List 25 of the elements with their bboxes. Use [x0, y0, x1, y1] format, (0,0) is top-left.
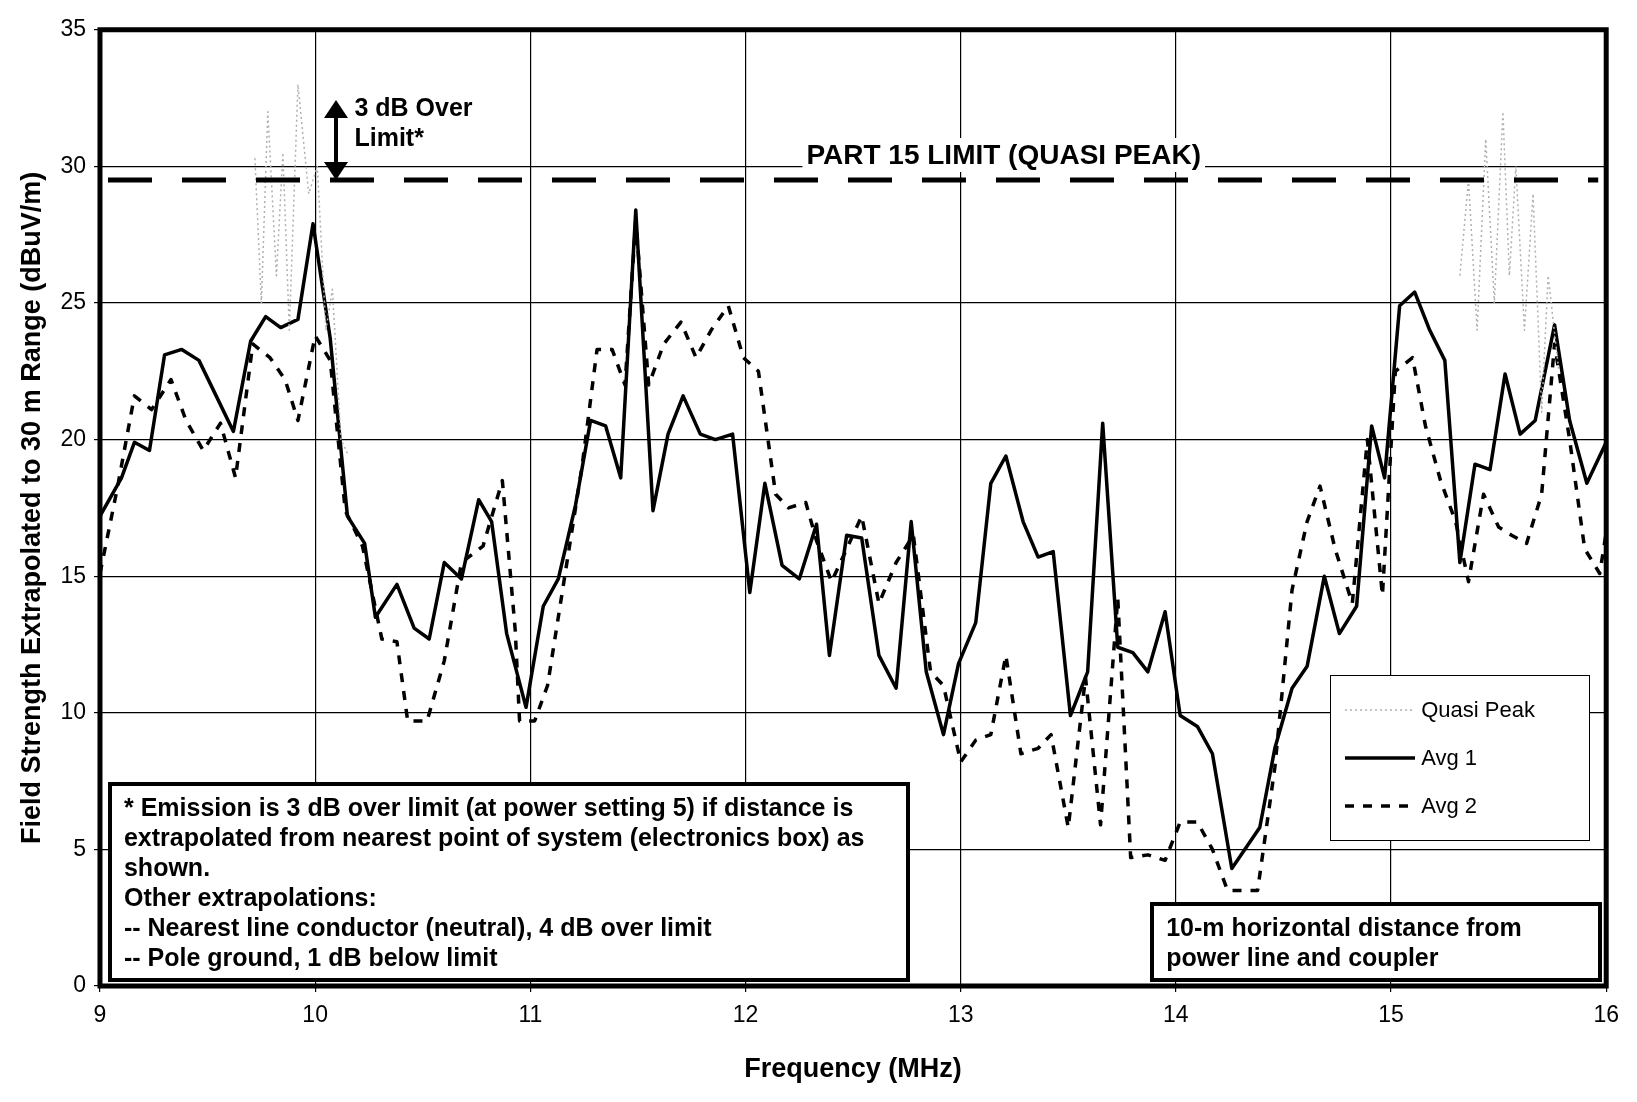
y-tick-label: 15: [60, 561, 86, 588]
y-tick-label: 0: [73, 971, 86, 998]
y-axis-title: Field Strength Extrapolated to 30 m Range (dBuV/m): [15, 171, 46, 844]
annotation: 3 dB Over Limit*: [354, 92, 474, 153]
y-tick-label: 35: [60, 15, 86, 42]
note-box: 10-m horizontal distance from power line and coupler: [1150, 902, 1603, 982]
x-tick-label: 9: [93, 1001, 107, 1028]
x-tick-label: 16: [1593, 1001, 1620, 1028]
note-box: * Emission is 3 dB over limit (at power setting 5) if distance is extrapolated from nearest point of system (electronics box) as shown. Other extrapolations: -- Nearest line conductor (neutral), 4 dB over limit -- Pole ground, 1 dB below limit: [107, 782, 910, 982]
x-axis-title: Frequency (MHz): [744, 1053, 962, 1084]
legend-label: Quasi Peak: [1421, 696, 1535, 723]
y-tick-label: 20: [60, 424, 86, 451]
legend-label: Avg 1: [1421, 744, 1478, 771]
x-tick-label: 14: [1163, 1001, 1189, 1028]
x-tick-label: 13: [947, 1001, 974, 1028]
x-tick-label: 15: [1378, 1001, 1404, 1028]
x-tick-label: 11: [518, 1001, 543, 1028]
x-tick-label: 10: [302, 1001, 328, 1028]
ref-line-label: PART 15 LIMIT (QUASI PEAK): [806, 138, 1202, 170]
x-tick-label: 12: [732, 1001, 759, 1028]
legend-label: Avg 2: [1421, 792, 1478, 819]
y-tick-label: 25: [60, 288, 86, 315]
y-tick-label: 10: [60, 698, 86, 725]
y-tick-label: 5: [73, 834, 86, 861]
y-tick-label: 30: [60, 151, 86, 178]
